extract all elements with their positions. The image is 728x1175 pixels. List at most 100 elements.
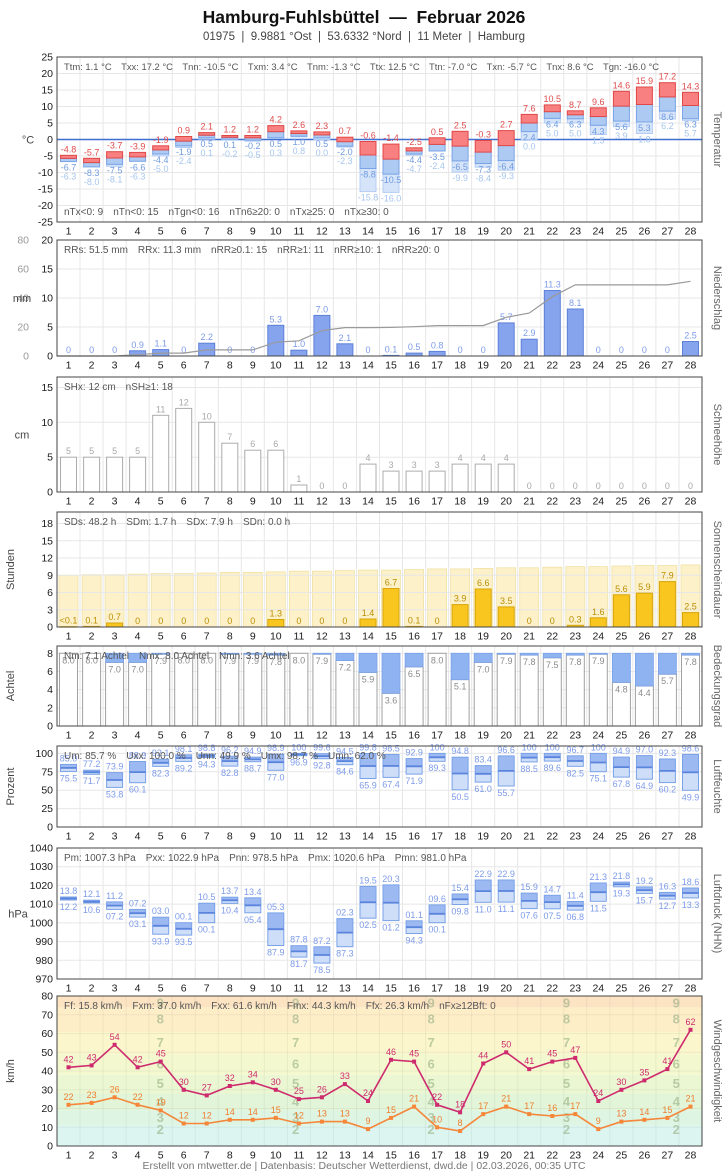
svg-text:6: 6 (427, 1056, 434, 1071)
svg-text:7.8: 7.8 (684, 657, 697, 667)
svg-text:-4.7: -4.7 (406, 164, 422, 174)
svg-text:-1.9: -1.9 (176, 147, 192, 157)
svg-text:0: 0 (550, 616, 555, 626)
svg-text:62: 62 (685, 1017, 695, 1027)
svg-text:6: 6 (181, 360, 187, 372)
svg-text:71.7: 71.7 (83, 776, 101, 786)
svg-text:14: 14 (248, 1107, 258, 1117)
svg-text:0.7: 0.7 (108, 612, 121, 622)
svg-text:8: 8 (47, 648, 53, 660)
svg-text:22: 22 (546, 983, 558, 995)
svg-text:8: 8 (227, 631, 233, 643)
svg-text:0: 0 (642, 481, 647, 491)
svg-text:14: 14 (639, 1107, 649, 1117)
svg-text:-15: -15 (38, 184, 53, 196)
svg-text:5.7: 5.7 (684, 129, 697, 139)
svg-text:45: 45 (547, 1049, 557, 1059)
svg-text:16: 16 (408, 226, 420, 238)
svg-text:28: 28 (685, 1150, 697, 1162)
svg-text:0: 0 (47, 487, 53, 499)
svg-text:6: 6 (181, 1150, 187, 1162)
svg-text:6.3: 6.3 (569, 120, 582, 130)
svg-text:18: 18 (454, 983, 466, 995)
svg-text:2: 2 (157, 1122, 164, 1137)
svg-text:4: 4 (135, 631, 141, 643)
svg-text:1020: 1020 (30, 880, 54, 892)
svg-text:7.8: 7.8 (523, 657, 536, 667)
svg-text:4: 4 (135, 831, 141, 843)
svg-text:0: 0 (158, 616, 163, 626)
svg-text:8.1: 8.1 (569, 298, 582, 308)
svg-text:-8.8: -8.8 (360, 170, 376, 180)
svg-text:13.7: 13.7 (221, 886, 239, 896)
svg-text:60.1: 60.1 (129, 785, 147, 795)
svg-text:4: 4 (458, 453, 463, 463)
svg-text:3: 3 (673, 1110, 680, 1125)
svg-text:0: 0 (204, 616, 209, 626)
svg-text:9: 9 (596, 1116, 601, 1126)
svg-text:02.3: 02.3 (336, 908, 354, 918)
svg-text:-0.5: -0.5 (245, 150, 261, 160)
svg-text:7.9: 7.9 (247, 656, 260, 666)
svg-text:19: 19 (477, 496, 489, 508)
svg-text:7.9: 7.9 (224, 656, 237, 666)
svg-text:25: 25 (616, 631, 628, 643)
svg-text:13: 13 (340, 1109, 350, 1119)
svg-text:20: 20 (500, 226, 512, 238)
svg-text:26: 26 (639, 730, 651, 742)
svg-text:0: 0 (47, 134, 53, 146)
svg-text:13: 13 (339, 983, 351, 995)
svg-text:5: 5 (47, 118, 53, 130)
svg-text:<0.1: <0.1 (60, 616, 78, 626)
svg-text:5: 5 (563, 1076, 570, 1091)
svg-text:7.8: 7.8 (569, 657, 582, 667)
svg-text:1: 1 (66, 631, 72, 643)
svg-text:88.5: 88.5 (520, 764, 538, 774)
svg-text:28: 28 (685, 226, 697, 238)
svg-text:80: 80 (41, 991, 53, 1003)
svg-text:12: 12 (316, 360, 328, 372)
svg-text:94.3: 94.3 (198, 760, 216, 770)
svg-text:9: 9 (673, 996, 680, 1011)
svg-text:4: 4 (135, 1150, 141, 1162)
svg-text:5: 5 (157, 1076, 164, 1091)
svg-text:15: 15 (386, 1105, 396, 1115)
svg-text:13: 13 (339, 226, 351, 238)
svg-text:8.0: 8.0 (62, 655, 75, 665)
svg-text:75.1: 75.1 (590, 774, 608, 784)
svg-text:11.2: 11.2 (106, 891, 123, 901)
svg-text:12: 12 (316, 226, 328, 238)
svg-text:-3.7: -3.7 (107, 141, 123, 151)
svg-text:2: 2 (89, 631, 95, 643)
svg-text:1010: 1010 (30, 899, 54, 911)
svg-text:0.5: 0.5 (316, 139, 329, 149)
svg-text:2: 2 (89, 831, 95, 843)
svg-text:1.3: 1.3 (270, 609, 283, 619)
svg-text:2: 2 (89, 360, 95, 372)
svg-text:7: 7 (204, 983, 210, 995)
svg-text:83.4: 83.4 (474, 755, 492, 765)
svg-text:1.0: 1.0 (293, 137, 306, 147)
svg-text:0: 0 (435, 616, 440, 626)
svg-text:5.6: 5.6 (615, 122, 628, 132)
svg-text:21: 21 (409, 1094, 419, 1104)
svg-text:22: 22 (133, 1092, 143, 1102)
svg-text:18.6: 18.6 (682, 877, 700, 887)
panel-precipitation: 0 0 0 0.9 1.1 0 2.2 0 0 5.3 1.0 7.0 2.1 0 0.1 0.5 0.8 0 0 5… (13, 235, 723, 372)
svg-text:-6.7: -6.7 (61, 163, 77, 173)
svg-text:5.7: 5.7 (661, 676, 674, 686)
svg-text:4: 4 (135, 360, 141, 372)
svg-text:-6.6: -6.6 (130, 162, 146, 172)
svg-text:15.7: 15.7 (636, 896, 654, 906)
svg-text:6: 6 (181, 831, 187, 843)
svg-text:15: 15 (385, 983, 397, 995)
svg-text:0: 0 (47, 622, 53, 634)
svg-text:82.5: 82.5 (567, 768, 585, 778)
svg-text:13: 13 (317, 1109, 327, 1119)
svg-text:20: 20 (500, 631, 512, 643)
svg-text:13.4: 13.4 (244, 887, 262, 897)
svg-text:13: 13 (339, 1150, 351, 1162)
svg-text:1: 1 (66, 226, 72, 238)
svg-text:6: 6 (47, 666, 53, 678)
svg-text:22.9: 22.9 (497, 869, 515, 879)
